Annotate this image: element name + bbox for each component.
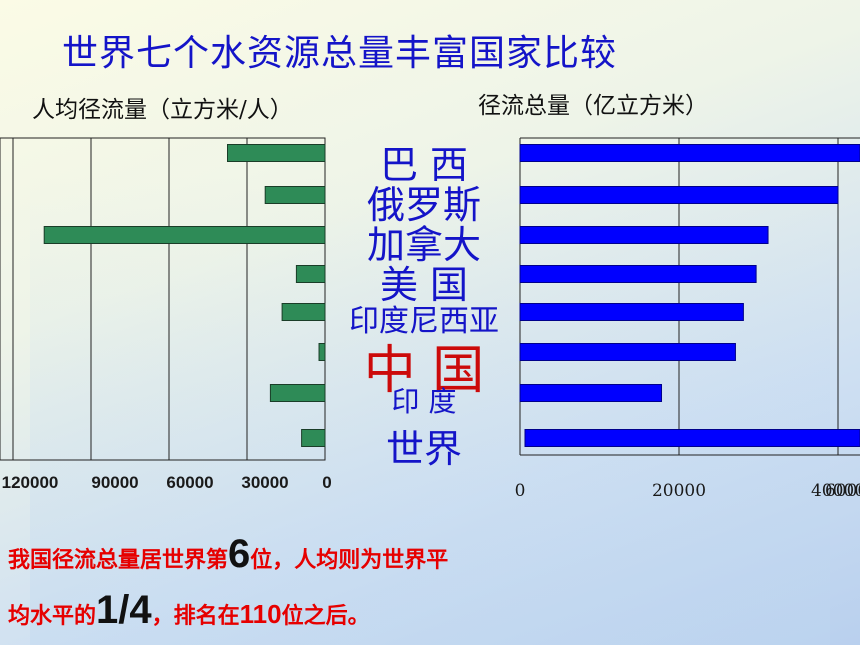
note-rank-number: 6 [228,532,250,576]
per-capita-bar [319,344,325,361]
per-capita-bar [302,430,325,447]
total-runoff-bar [520,266,756,283]
note-line-2-text-a: 均水平的 [8,603,96,629]
per-capita-bar [296,266,325,283]
note-line-1: 我国径流总量居世界第6位，人均则为世界平 [8,532,448,577]
left-x-tick-label: 60000 [166,473,213,492]
per-capita-bar [270,385,325,402]
note-rank-110: 110 [240,599,282,629]
note-line-1-text-a: 我国径流总量居世界第 [8,547,228,573]
total-runoff-bar [520,304,743,321]
left-x-tick-label: 90000 [91,473,138,492]
per-capita-bar [265,187,325,204]
right-x-tick-label: 0 [515,481,526,501]
total-runoff-bar [520,385,662,402]
total-runoff-bar [520,187,838,204]
total-runoff-bar [520,227,768,244]
total-runoff-bar [520,344,735,361]
left-x-tick-label: 30000 [241,473,288,492]
left-x-tick-label: 0 [322,473,331,492]
note-line-1-text-b: 位，人均则为世界平 [250,547,448,573]
right-x-tick-label: 60000 [825,481,860,501]
note-line-2: 均水平的1/4，排名在110位之后。 [8,588,370,633]
left-x-tick-label: 120000 [2,473,59,492]
total-runoff-bar [525,430,860,447]
per-capita-bar [282,304,325,321]
total-runoff-bar [520,145,860,162]
note-line-2-text-c: 位之后。 [282,603,370,629]
country-label: 世界 [328,418,520,473]
country-label: 印 度 [328,380,520,420]
per-capita-bar [228,145,326,162]
note-fraction: 1/4 [96,588,152,632]
note-line-2-text-b: ，排名在 [152,603,240,629]
per-capita-bar [44,227,325,244]
right-x-tick-label: 20000 [652,481,706,501]
